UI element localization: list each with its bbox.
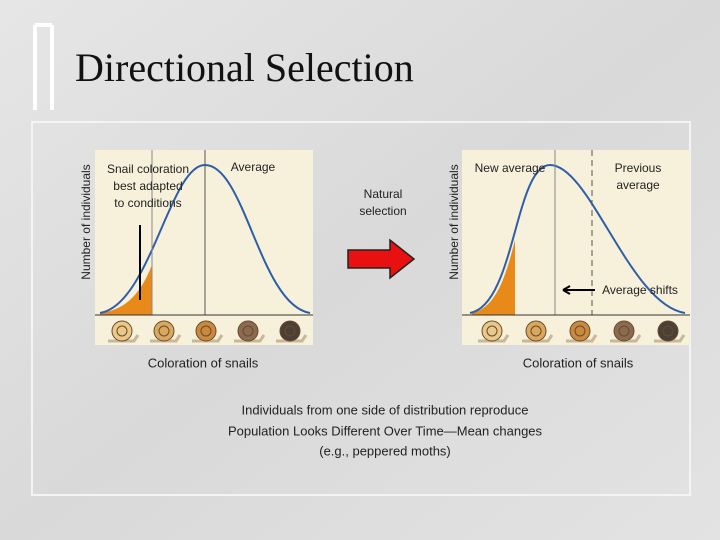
snail [279,320,301,342]
annotation: to conditions [114,196,181,210]
snail [237,320,259,342]
arrow-label: selection [359,204,406,218]
x-label: Coloration of snails [148,355,259,370]
selected-area [100,265,152,315]
distribution-curve [469,163,686,314]
x-label: Coloration of snails [523,355,634,370]
snail [654,334,686,343]
snail [234,334,266,343]
snail [276,334,308,343]
caption: (e.g., peppered moths) [319,443,451,458]
snail [111,320,133,342]
snail [486,325,498,337]
shift-label: Average shifts [602,283,678,297]
snail [566,334,598,343]
snail [569,320,591,342]
snail [478,334,510,343]
snail [116,325,128,337]
title: Directional Selection [75,45,414,90]
snail [618,325,630,337]
frame-left [33,23,54,110]
snail [158,325,170,337]
snail [525,320,547,342]
selected-area [472,240,515,315]
snail [200,325,212,337]
snail [108,334,140,343]
snail [574,325,586,337]
snail [662,325,674,337]
snail [242,325,254,337]
snail [613,320,635,342]
snail [610,334,642,343]
snail [192,334,224,343]
selection-arrow [347,238,416,280]
annotation: Snail coloration [107,162,189,176]
snail [150,334,182,343]
y-label: Number of individuals [79,164,93,279]
caption: Population Looks Different Over Time—Mea… [228,423,543,438]
previous-average-label: Previous [615,161,662,175]
shift-arrow [562,285,595,295]
snail [195,320,217,342]
annotation: best adapted [113,179,182,193]
new-average-label: New average [475,161,546,175]
arrow-label: Natural [364,187,403,201]
frame [31,121,691,496]
snail [284,325,296,337]
y-label: Number of individuals [447,164,461,279]
average-label: Average [231,160,276,174]
caption: Individuals from one side of distributio… [242,402,529,417]
snail [530,325,542,337]
snail [522,334,554,343]
previous-average-label: average [616,178,660,192]
snail [481,320,503,342]
snail [153,320,175,342]
snail-row [108,320,686,343]
snail [657,320,679,342]
